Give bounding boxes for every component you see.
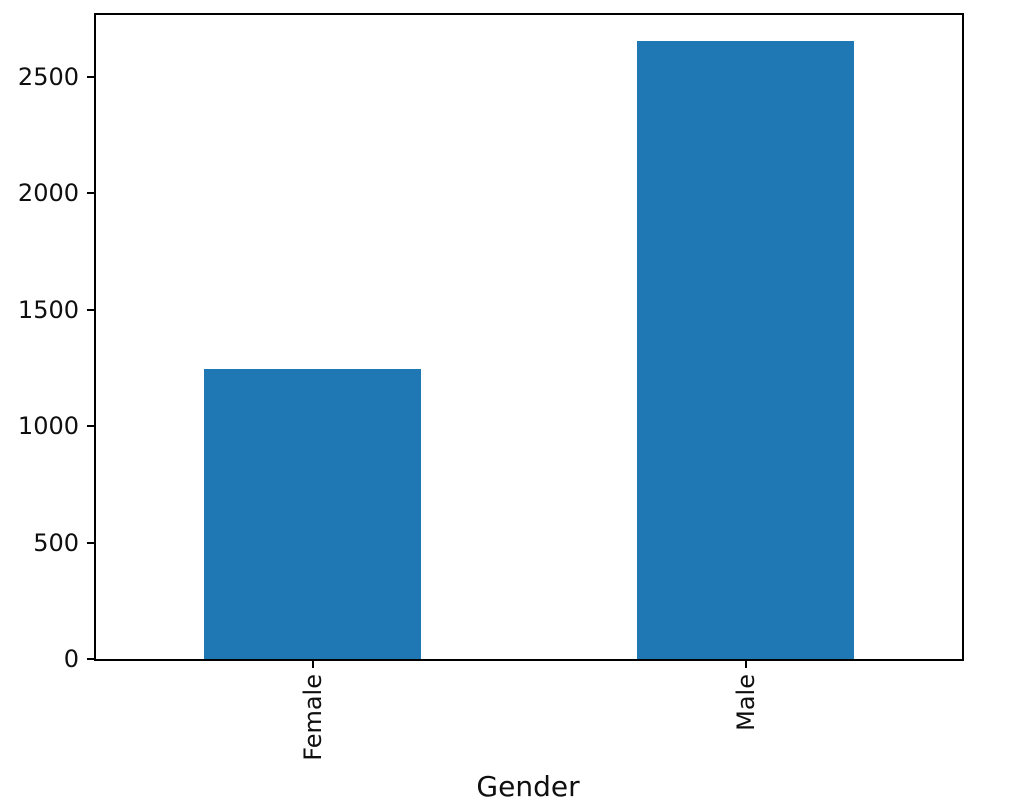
- x-axis-tick: [311, 661, 314, 668]
- y-tick-label-500: 500: [33, 528, 79, 557]
- y-tick-label-2000: 2000: [17, 179, 79, 208]
- x-axis-tick: [744, 661, 747, 668]
- x-axis-label: Gender: [476, 770, 580, 803]
- bar-female: [204, 369, 421, 659]
- y-axis-tick: [87, 192, 94, 195]
- y-axis-tick: [87, 541, 94, 544]
- y-tick-label-1500: 1500: [17, 295, 79, 324]
- y-axis-tick: [87, 308, 94, 311]
- y-axis-tick: [87, 75, 94, 78]
- y-axis-tick: [87, 425, 94, 428]
- y-tick-label-2500: 2500: [17, 62, 79, 91]
- plot-area: Female Male 0 500 1000 1500 2000 2500: [18, 13, 964, 761]
- y-axis-tick: [87, 658, 94, 660]
- y-tick-label-1000: 1000: [17, 412, 79, 441]
- y-tick-label-0: 0: [63, 645, 79, 673]
- bar-male: [637, 40, 854, 659]
- x-tick-label-female: Female: [298, 674, 327, 761]
- x-tick-label-male: Male: [731, 674, 760, 731]
